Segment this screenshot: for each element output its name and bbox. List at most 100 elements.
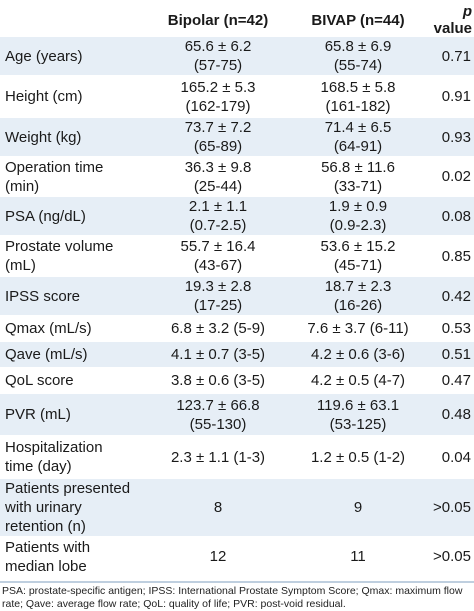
bipolar-cell-line: (55-130) [189,415,247,433]
bipolar-cell-line: (17-25) [193,297,243,314]
row-label: IPSS score [0,277,148,316]
bipolar-cell: 2.3 ± 1.1 (1-3) [148,436,288,479]
bipolar-cell: 4.1 ± 0.7 (3-5) [148,342,288,368]
row-label-line: median lobe [5,557,87,575]
bivap-cell-line: 7.6 ± 3.7 (6-11) [307,320,409,337]
table-row: Patients presented with urinary retention … [0,478,474,537]
bivap-cell: 1.9 ± 0.9 (0.9-2.3) [288,197,428,236]
bipolar-cell-line: 65.6 ± 6.2 [184,38,252,55]
bivap-cell-line: 4.2 ± 0.6 (3-6) [310,346,406,363]
bipolar-cell-line: 8 [213,499,223,516]
bipolar-cell: 8 [148,479,288,537]
footnote-text: PSA: prostate-specific antigen; IPSS: In… [2,585,463,610]
bipolar-cell: 123.7 ± 66.8 (55-130) [148,394,288,436]
row-label-line: (min) [5,177,40,195]
bipolar-cell-line: 2.3 ± 1.1 (1-3) [170,448,266,466]
row-label: Patients presented with urinary retention … [0,479,148,537]
bipolar-cell-line: 4.1 ± 0.7 (3-5) [170,346,266,363]
row-label-line: IPSS score [5,287,81,305]
bivap-cell-line: 71.4 ± 6.5 [324,119,392,136]
header-bipolar: Bipolar (n=42) [167,11,269,29]
bivap-cell: 18.7 ± 2.3 (16-26) [288,277,428,316]
row-label: Operation time (min) [0,157,148,197]
row-label-line: QoL score [5,372,74,389]
row-label: Qave (mL/s) [0,342,148,368]
bivap-cell-line: 119.6 ± 63.1 [316,396,400,414]
table-body: Age (years) 65.6 ± 6.2 (57-75) 65.8 ± 6.9 (5… [0,37,474,577]
row-label-line: Patients presented [5,480,131,497]
bipolar-cell: 12 [148,537,288,577]
p-value-cell: >0.05 [433,548,471,565]
bipolar-cell: 65.6 ± 6.2 (57-75) [148,37,288,76]
row-label: Hospitalization time (day) [0,436,148,479]
table-row: Operation time (min) 36.3 ± 9.8 (25-44) 56.8… [0,156,474,197]
bipolar-cell: 165.2 ± 5.3 (162-179) [148,76,288,118]
p-value-cell: 0.42 [441,287,471,305]
table-row: Patients with median lobe 12 11 >0.05 [0,536,474,577]
bivap-cell-line: 9 [353,499,363,516]
row-label: QoL score [0,368,148,394]
bivap-cell: 119.6 ± 63.1 (53-125) [288,394,428,436]
row-label: PSA (ng/dL) [0,197,148,236]
bivap-cell-line: 53.6 ± 15.2 [320,238,396,255]
p-value-cell: 0.93 [441,128,471,146]
bipolar-cell-line: (65-89) [193,138,243,155]
bipolar-cell-line: (0.7-2.5) [189,217,247,234]
bipolar-cell: 73.7 ± 7.2 (65-89) [148,118,288,157]
row-label-line: PSA (ng/dL) [5,207,86,225]
p-value-cell: 0.71 [441,47,471,65]
row-label-line: Age (years) [5,47,83,65]
header-p-letter: p [462,3,472,20]
table-footnote: PSA: prostate-specific antigen; IPSS: In… [0,581,474,611]
bipolar-cell-line: (25-44) [193,177,243,195]
row-label-line: Height (cm) [5,88,83,105]
bivap-cell: 11 [288,537,428,577]
bivap-cell: 4.2 ± 0.6 (3-6) [288,342,428,368]
bivap-cell-line: (64-91) [333,138,383,155]
comparison-table-wrapper: Bipolar (n=42) BIVAP (n=44) p value Age … [0,0,474,577]
bipolar-cell-line: (57-75) [193,57,243,74]
row-label: Height (cm) [0,76,148,118]
bipolar-cell-line: 55.7 ± 16.4 [180,238,256,255]
row-label-line: Patients with [5,538,91,556]
bipolar-cell-line: 6.8 ± 3.2 (5-9) [170,320,266,337]
row-label-line: Hospitalization [5,439,103,456]
comparison-table: Bipolar (n=42) BIVAP (n=44) p value Age … [0,0,474,577]
p-value-cell: 0.47 [441,372,471,389]
bipolar-cell-line: 3.8 ± 0.6 (3-5) [170,372,266,389]
bivap-cell-line: (53-125) [329,415,387,433]
row-label-line: Operation time [5,158,104,176]
bipolar-cell: 55.7 ± 16.4 (43-67) [148,236,288,277]
row-label-line: Qave (mL/s) [5,346,88,363]
p-value-cell: 0.91 [441,88,471,105]
p-value-cell: 0.48 [441,406,471,423]
bivap-cell: 4.2 ± 0.5 (4-7) [288,368,428,394]
p-value-cell: 0.02 [441,168,471,185]
bipolar-cell-line: 36.3 ± 9.8 [184,158,252,176]
bipolar-cell-line: (43-67) [193,257,243,274]
bipolar-cell-line: 2.1 ± 1.1 [188,198,248,215]
table-row: Age (years) 65.6 ± 6.2 (57-75) 65.8 ± 6.9 (5… [0,37,474,76]
row-label: Weight (kg) [0,118,148,157]
p-value-cell: >0.05 [433,499,471,516]
header-p-value: p value [428,0,474,37]
bipolar-cell: 36.3 ± 9.8 (25-44) [148,157,288,197]
p-value-cell: 0.04 [441,448,471,466]
row-label-line: (mL) [5,257,36,274]
bipolar-cell: 19.3 ± 2.8 (17-25) [148,277,288,316]
bivap-cell: 56.8 ± 11.6 (33-71) [288,157,428,197]
bipolar-cell-line: (162-179) [185,97,251,115]
row-label-line: retention (n) [5,518,86,535]
bivap-cell-line: (55-74) [333,57,383,74]
bivap-cell-line: (45-71) [333,257,383,274]
table-row: IPSS score 19.3 ± 2.8 (17-25) 18.7 ± 2.3 (16… [0,276,474,316]
bipolar-cell: 3.8 ± 0.6 (3-5) [148,368,288,394]
bipolar-cell-line: 123.7 ± 66.8 [176,396,260,414]
bivap-cell-line: 1.2 ± 0.5 (1-2) [310,448,406,466]
table-row: Hospitalization time (day) 2.3 ± 1.1 (1-3)… [0,435,474,479]
bivap-cell-line: 11 [350,548,366,565]
p-value-cell: 0.08 [441,207,471,225]
row-label: PVR (mL) [0,394,148,436]
header-parameter [0,0,148,37]
header-value-word: value [433,20,472,37]
